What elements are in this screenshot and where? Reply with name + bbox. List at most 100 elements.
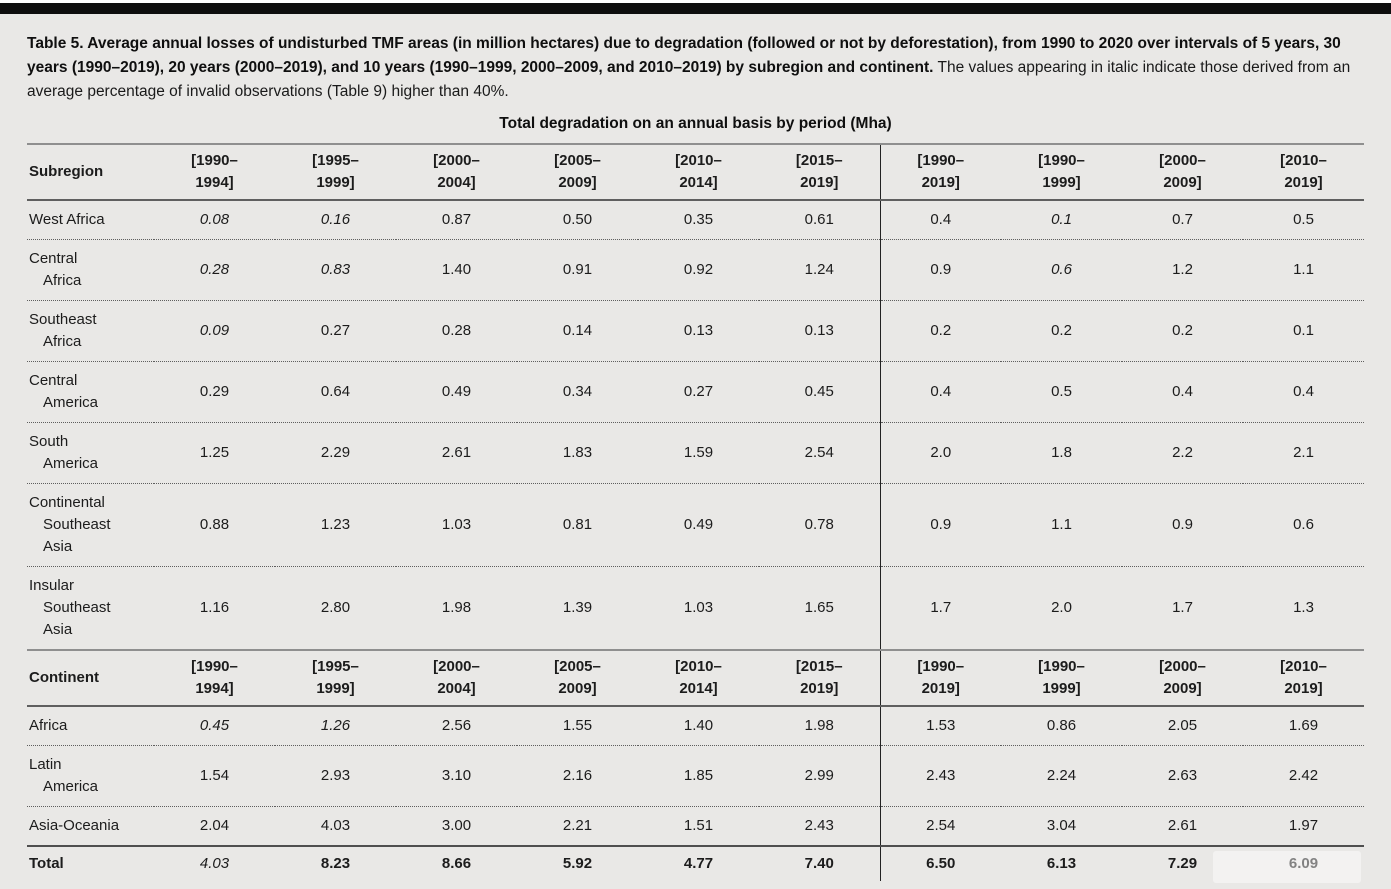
cell-value: 0.6 [1243,483,1364,567]
cell-value: 7.40 [759,845,880,882]
cell-value: 1.98 [396,566,517,651]
period-header: [1990– 1994] [154,649,275,708]
table-row: South America 1.25 2.29 2.61 1.83 1.59 2.54 2.0 1… [27,422,1364,484]
cell-value: 4.03 [275,806,396,847]
cell-value: 0.2 [1122,300,1243,362]
period-header: [1990– 2019] [879,649,1001,708]
cell-value: 0.34 [517,361,638,423]
row-label-line: Central [29,372,78,390]
cell-value: 2.21 [517,806,638,847]
period-header: [1990– 1999] [1001,649,1122,708]
cell-value: 0.27 [275,300,396,362]
cell-value: 2.63 [1122,745,1243,807]
period-header: [1990– 1994] [154,143,275,202]
cell-value: 0.1 [1243,300,1364,362]
cell-value: 0.49 [638,483,759,567]
cell-value: 0.14 [517,300,638,362]
cell-value: 1.69 [1288,717,1319,735]
scan-highlight-artifact [1213,851,1361,883]
row-label: Southeast Africa [27,300,154,362]
row-label-line: Africa [29,717,68,735]
cell-value: 2.0 [879,422,1001,484]
cell-value: 1.51 [638,806,759,847]
cell-value: 1.23 [275,483,396,567]
cell-value: 2.43 [759,806,880,847]
page-top-rule [0,3,1391,14]
table-row: Total 4.03 8.23 8.66 5.92 4.77 7.40 6.50 6.13 7.2… [27,845,1364,882]
cell-value: 6.13 [1001,845,1122,882]
cell-value: 3.04 [1001,806,1122,847]
cell-value: 0.28 [396,300,517,362]
cell-value: 1.85 [638,745,759,807]
cell-value: 2.54 [759,422,880,484]
period-header: [1990– 1999] [1001,143,1122,202]
row-label-line: South [29,433,69,451]
table-row: Southeast Africa 0.09 0.27 0.28 0.14 0.13 0.13 0… [27,300,1364,362]
row-label: Asia-Oceania [27,806,154,847]
table-row: Continental Southeast Asia 0.88 1.23 1.03 0.81… [27,483,1364,567]
cell-value: 3.00 [396,806,517,847]
cell-value: 2.54 [879,806,1001,847]
cell-value: 0.9 [879,239,1001,301]
table-row: Africa 0.45 1.26 2.56 1.55 1.40 1.98 1.53 0.86 2.… [27,706,1364,746]
cell-value: 0.2 [1001,300,1122,362]
cell-value: 1.2 [1122,239,1243,301]
period-header: [2010– 2019] [1243,649,1364,708]
row-label-line: Asia-Oceania [29,817,120,835]
row-label-line: Africa [43,272,82,290]
cell-value: 1.97 [1243,806,1364,847]
row-label: Continental Southeast Asia [27,483,154,567]
period-header: [1995– 1999] [275,649,396,708]
row-label: Central Africa [27,239,154,301]
cell-value: 0.83 [275,239,396,301]
row-label-line: Asia [43,621,73,639]
cell-value: 0.9 [879,483,1001,567]
period-header: [2010– 2014] [638,649,759,708]
cell-value: 4.77 [638,845,759,882]
period-header: [2000– 2004] [396,143,517,202]
cell-value: 1.7 [879,566,1001,651]
cell-value: 2.0 [1001,566,1122,651]
period-header: [2005– 2009] [517,143,638,202]
cell-value: 0.86 [1046,717,1077,735]
cell-value: 0.4 [1122,361,1243,423]
cell-value: 0.7 [1172,211,1193,229]
row-label-line: Southeast [43,599,111,617]
cell-value: 1.25 [154,422,275,484]
table-row: Central America 0.29 0.64 0.49 0.34 0.27 0.45 0.… [27,361,1364,423]
table-row: Asia-Oceania 2.04 4.03 3.00 2.21 1.51 2.43 2.54… [27,806,1364,847]
cell-value: 0.13 [638,300,759,362]
row-label-line: Latin [29,756,62,774]
row-label-line: Central [29,250,78,268]
cell-value: 1.24 [759,239,880,301]
cell-value: 0.13 [759,300,880,362]
period-header: [2000– 2009] [1122,649,1243,708]
cell-value: 2.61 [396,422,517,484]
degradation-table: Subregion [1990– 1994] [1995– 1999] [2000– 200… [27,143,1364,882]
table-row: Insular Southeast Asia 1.16 2.80 1.98 1.39 1.03… [27,566,1364,651]
cell-value: 1.54 [154,745,275,807]
row-label: Total [27,845,154,882]
cell-value: 2.93 [275,745,396,807]
row-label: Insular Southeast Asia [27,566,154,651]
cell-value: 1.8 [1001,422,1122,484]
spanning-column-header: Total degradation on an annual basis by … [499,115,892,133]
period-header: [2000– 2004] [396,649,517,708]
cell-value: 2.80 [275,566,396,651]
row-label-line: Total [29,855,64,873]
cell-value: 0.29 [154,361,275,423]
row-label-line: Southeast [29,311,97,329]
cell-value: 0.28 [154,239,275,301]
cell-value: 2.61 [1122,806,1243,847]
cell-value: 0.88 [154,483,275,567]
table-panel: Table 5. Average annual losses of undist… [0,14,1391,889]
section-label-header: Subregion [27,143,154,202]
cell-value: 0.81 [517,483,638,567]
cell-value: 1.7 [1122,566,1243,651]
cell-value: 2.43 [879,745,1001,807]
row-label-line: Continental [29,494,105,512]
cell-value: 0.45 [759,361,880,423]
cell-value: 6.09 [1243,845,1364,882]
cell-value: 0.4 [879,200,1001,240]
cell-value: 1.40 [683,717,714,735]
